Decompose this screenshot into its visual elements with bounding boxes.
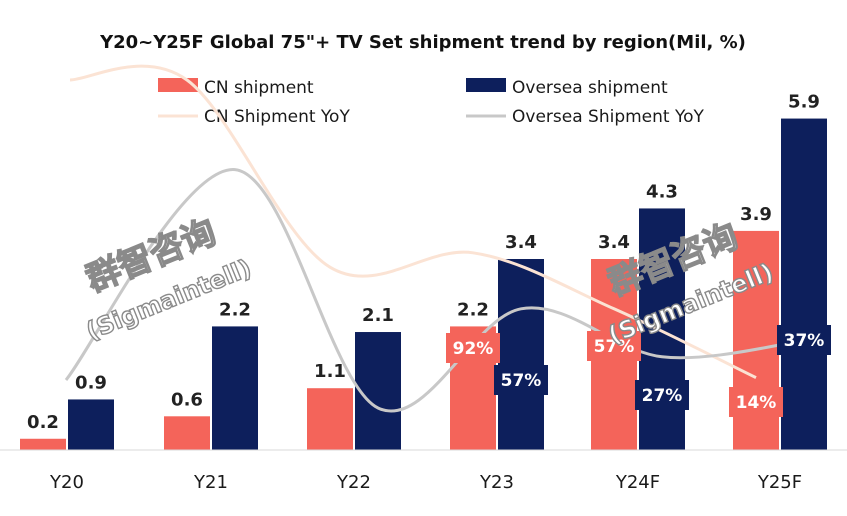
legend-label-oversea-yoy: Oversea Shipment YoY [512, 107, 704, 127]
value-label-oversea-shipment-y25f: 5.9 [788, 92, 820, 113]
bar-cn-shipment-y21 [164, 416, 210, 450]
legend-label-oversea-shipment: Oversea shipment [512, 78, 668, 98]
value-label-oversea-shipment-y22: 2.1 [362, 305, 394, 326]
watermark-1: 群智咨询 (Sigmaintell) [80, 211, 256, 346]
bar-oversea-shipment-y23 [498, 259, 544, 450]
line-cn-shipment-yoy [69, 64, 757, 379]
x-tick-y21: Y21 [193, 472, 228, 493]
yoy-badge-oversea-shipment-yoy-y25f [777, 325, 831, 355]
value-label-cn-shipment-y23: 2.2 [457, 299, 489, 320]
value-label-oversea-shipment-y20: 0.9 [75, 372, 107, 393]
yoy-label-cn-shipment-yoy-y25f: 14% [736, 393, 777, 413]
yoy-label-oversea-shipment-yoy-y24f: 27% [642, 386, 683, 406]
value-label-cn-shipment-y21: 0.6 [171, 389, 203, 410]
x-tick-y20: Y20 [49, 472, 84, 493]
bar-oversea-shipment-y20 [68, 399, 114, 450]
value-label-oversea-shipment-y23: 3.4 [505, 232, 537, 253]
yoy-badge-cn-shipment-yoy-y25f [729, 387, 783, 417]
legend: CN shipment Oversea shipment CN Shipment… [158, 78, 704, 127]
value-label-cn-shipment-y22: 1.1 [314, 361, 346, 382]
yoy-label-cn-shipment-yoy-y23: 92% [453, 339, 494, 359]
x-tick-y25f: Y25F [757, 472, 802, 493]
legend-label-cn-shipment: CN shipment [204, 78, 314, 98]
value-label-oversea-shipment-y21: 2.2 [219, 299, 251, 320]
bar-cn-shipment-y20 [20, 438, 66, 450]
yoy-label-oversea-shipment-yoy-y25f: 37% [784, 331, 825, 351]
x-tick-y23: Y23 [479, 472, 514, 493]
x-tick-y24f: Y24F [615, 472, 660, 493]
yoy-line-layer [64, 64, 805, 413]
x-axis-ticks: Y20 Y21 Y22 Y23 Y24F Y25F [49, 472, 802, 493]
legend-label-cn-yoy: CN Shipment YoY [204, 107, 350, 127]
yoy-badge-cn-shipment-yoy-y23 [446, 333, 500, 363]
yoy-badge-oversea-shipment-yoy-y24f [635, 380, 689, 410]
x-tick-y22: Y22 [336, 472, 371, 493]
value-label-cn-shipment-y20: 0.2 [27, 412, 59, 433]
legend-swatch-oversea-shipment [466, 78, 506, 92]
data-label-layer: 0.2 0.9 0.6 2.2 1.1 2.1 2.2 3.4 3.4 4.3 3.9 5.9 92% 5… [27, 92, 831, 433]
chart-title: Y20~Y25F Global 75"+ TV Set shipment tre… [99, 32, 746, 53]
line-oversea-shipment-yoy [64, 168, 805, 413]
bar-oversea-shipment-y21 [212, 326, 258, 450]
bar-cn-shipment-y22 [307, 388, 353, 450]
bar-oversea-shipment-y25f [781, 118, 827, 450]
value-label-cn-shipment-y25f: 3.9 [740, 204, 772, 225]
yoy-label-cn-shipment-yoy-y24f: 57% [594, 337, 635, 357]
value-label-cn-shipment-y24f: 3.4 [598, 232, 630, 253]
bar-oversea-shipment-y22 [355, 332, 401, 450]
yoy-badge-oversea-shipment-yoy-y23 [494, 365, 548, 395]
yoy-badge-cn-shipment-yoy-y24f [587, 331, 641, 361]
value-label-oversea-shipment-y24f: 4.3 [646, 181, 678, 202]
yoy-label-oversea-shipment-yoy-y23: 57% [501, 371, 542, 391]
